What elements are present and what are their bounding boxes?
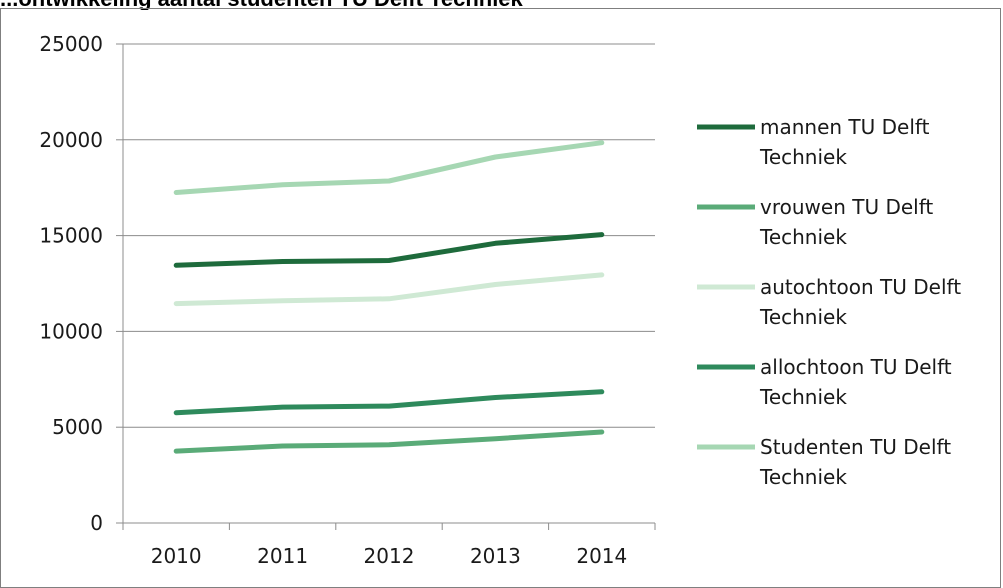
series-line-4 (176, 392, 602, 413)
x-tick-label: 2014 (576, 544, 627, 568)
x-tick-label: 2012 (364, 544, 415, 568)
y-tick-label: 15000 (39, 224, 103, 248)
series-lines (176, 143, 602, 451)
x-tick-label: 2013 (470, 544, 521, 568)
series-line-5 (176, 143, 602, 193)
series-line-2 (176, 432, 602, 451)
series-line-1 (176, 235, 602, 266)
y-tick-label: 25000 (39, 32, 103, 56)
x-tick-label: 2011 (257, 544, 308, 568)
y-tick-label: 20000 (39, 128, 103, 152)
x-tick-label: 2010 (151, 544, 202, 568)
y-tick-label: 5000 (52, 415, 103, 439)
y-tick-label: 10000 (39, 319, 103, 343)
y-tick-label: 0 (90, 511, 103, 535)
series-line-3 (176, 275, 602, 304)
